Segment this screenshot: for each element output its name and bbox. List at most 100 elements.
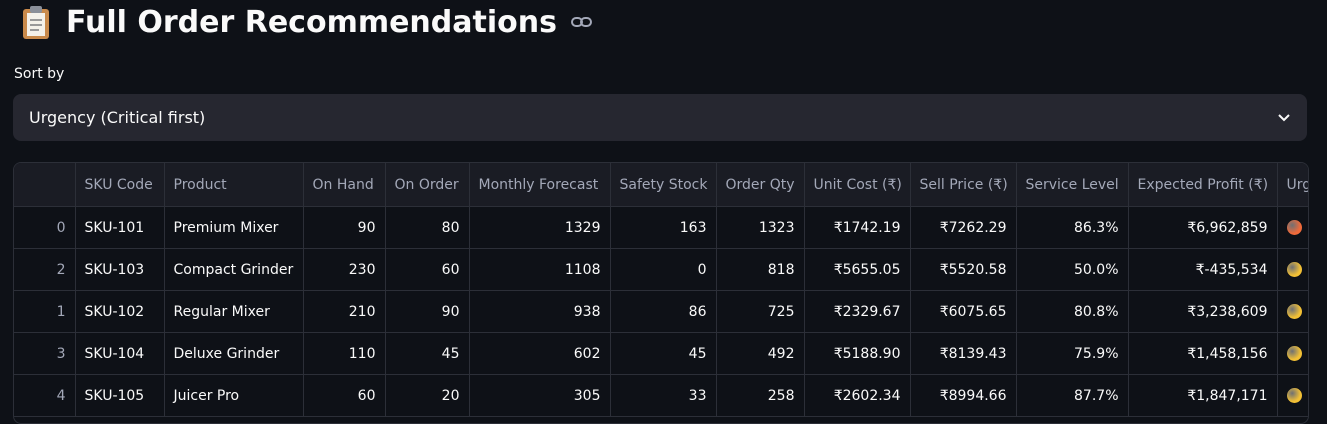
urgency-cell	[1277, 332, 1308, 375]
data-table: SKU Code Product On Hand On Order Monthly Fo…	[13, 162, 1309, 424]
table-cell: SKU-104	[75, 332, 165, 375]
table-cell: Juicer Pro	[164, 374, 304, 417]
table-cell: SKU-101	[75, 206, 165, 249]
table-cell: Deluxe Grinder	[164, 332, 304, 375]
table-cell: 87.7%	[1016, 374, 1129, 417]
table-cell: ₹3,238,609	[1128, 290, 1278, 333]
urgency-cell	[1277, 374, 1308, 417]
table-cell: ₹2329.67	[804, 290, 911, 333]
header-row: SKU Code Product On Hand On Order Monthly Fo…	[14, 163, 1308, 207]
table-cell: SKU-103	[75, 248, 165, 291]
row-index: 3	[14, 332, 76, 375]
table-row: 2 SKU-103 Compact Grinder 230 60 1108 0 818 ₹565…	[14, 248, 1308, 291]
table-cell: 818	[716, 248, 805, 291]
column-header[interactable]: Order Qty	[716, 163, 805, 207]
table-cell: 1329	[469, 206, 611, 249]
page-title: Full Order Recommendations	[66, 4, 557, 40]
urgency-cell	[1277, 290, 1308, 333]
table-cell: ₹-435,534	[1128, 248, 1278, 291]
table-cell: 33	[610, 374, 717, 417]
urgency-indicator	[1286, 388, 1302, 403]
table-cell: 50.0%	[1016, 248, 1129, 291]
table-cell: 258	[716, 374, 805, 417]
row-index: 4	[14, 374, 76, 417]
column-header[interactable]: Service Level	[1016, 163, 1129, 207]
table-cell: ₹5188.90	[804, 332, 911, 375]
table-cell: Compact Grinder	[164, 248, 304, 291]
table-cell: Regular Mixer	[164, 290, 304, 333]
table-cell: ₹7262.29	[910, 206, 1017, 249]
column-header[interactable]: Safety Stock	[610, 163, 717, 207]
urgency-indicator	[1286, 304, 1302, 319]
urgency-indicator	[1286, 220, 1302, 235]
table-cell: 75.9%	[1016, 332, 1129, 375]
table-cell: ₹1,847,171	[1128, 374, 1278, 417]
table-row: 4 SKU-105 Juicer Pro 60 20 305 33 258 ₹2602.34 ₹8…	[14, 374, 1308, 417]
chevron	[1278, 113, 1290, 121]
table-cell: 305	[469, 374, 611, 417]
urgency-indicator	[1286, 262, 1302, 277]
column-header[interactable]: Monthly Forecast	[469, 163, 611, 207]
column-header[interactable]: On Hand	[303, 163, 386, 207]
table-cell: 60	[303, 374, 386, 417]
index-header	[14, 163, 76, 207]
column-header[interactable]: SKU Code	[75, 163, 165, 207]
table-cell: 938	[469, 290, 611, 333]
table-cell: 1108	[469, 248, 611, 291]
table-cell: 163	[610, 206, 717, 249]
table-cell: 230	[303, 248, 386, 291]
table-row: 1 SKU-102 Regular Mixer 210 90 938 86 725 ₹2329.…	[14, 290, 1308, 333]
sort-select[interactable]: Urgency (Critical first)	[13, 94, 1307, 141]
table-cell: ₹6075.65	[910, 290, 1017, 333]
table-cell: 86.3%	[1016, 206, 1129, 249]
table-cell: 60	[385, 248, 470, 291]
sort-label: Sort by	[14, 66, 65, 82]
table-cell: 80	[385, 206, 470, 249]
table-cell: ₹6,962,859	[1128, 206, 1278, 249]
header: Full Order Recommendations	[20, 2, 593, 42]
table-row: 0 SKU-101 Premium Mixer 90 80 1329 163 1323 ₹174…	[14, 206, 1308, 249]
table-cell: ₹1,458,156	[1128, 332, 1278, 375]
table-cell: 602	[469, 332, 611, 375]
link-icon[interactable]	[570, 15, 593, 29]
table-cell: 492	[716, 332, 805, 375]
table-cell: SKU-102	[75, 290, 165, 333]
row-index: 0	[14, 206, 76, 249]
sort-value: Urgency (Critical first)	[29, 108, 206, 127]
table: SKU Code Product On Hand On Order Monthly Fo…	[14, 163, 1308, 417]
column-header[interactable]: Expected Profit (₹)	[1128, 163, 1278, 207]
clipboard-icon	[23, 6, 49, 39]
table-cell: ₹5520.58	[910, 248, 1017, 291]
table-cell: 1323	[716, 206, 805, 249]
table-row: 3 SKU-104 Deluxe Grinder 110 45 602 45 492 ₹5188…	[14, 332, 1308, 375]
column-header[interactable]: Product	[164, 163, 304, 207]
table-cell: Premium Mixer	[164, 206, 304, 249]
table-cell: 0	[610, 248, 717, 291]
column-header[interactable]: On Order	[385, 163, 470, 207]
urgency-cell	[1277, 248, 1308, 291]
table-cell: 210	[303, 290, 386, 333]
table-cell: 90	[303, 206, 386, 249]
table-cell: 725	[716, 290, 805, 333]
table-cell: ₹2602.34	[804, 374, 911, 417]
column-header[interactable]: Unit Cost (₹)	[804, 163, 911, 207]
urgency-cell	[1277, 206, 1308, 249]
column-header[interactable]: Urgency	[1277, 163, 1308, 207]
urgency-indicator	[1286, 346, 1302, 361]
table-cell: ₹8139.43	[910, 332, 1017, 375]
table-cell: 90	[385, 290, 470, 333]
table-cell: SKU-105	[75, 374, 165, 417]
table-cell: 45	[385, 332, 470, 375]
table-cell: 80.8%	[1016, 290, 1129, 333]
table-cell: 20	[385, 374, 470, 417]
row-index: 1	[14, 290, 76, 333]
table-cell: ₹1742.19	[804, 206, 911, 249]
table-cell: 45	[610, 332, 717, 375]
table-cell: ₹5655.05	[804, 248, 911, 291]
page: Full Order Recommendations Sort by Urgen…	[13, 2, 1309, 424]
table-cell: 86	[610, 290, 717, 333]
row-index: 2	[14, 248, 76, 291]
table-cell: ₹8994.66	[910, 374, 1017, 417]
column-header[interactable]: Sell Price (₹)	[910, 163, 1017, 207]
table-cell: 110	[303, 332, 386, 375]
